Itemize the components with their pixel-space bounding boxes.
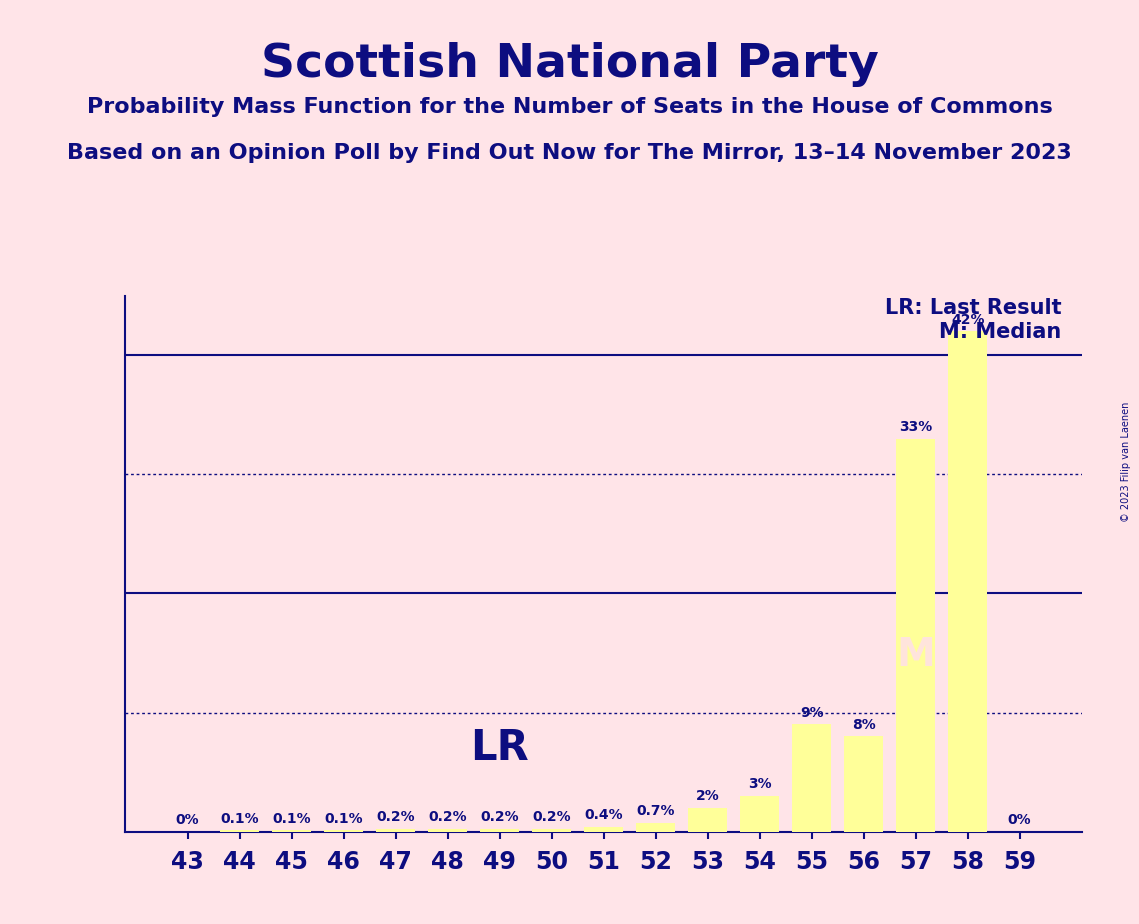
Bar: [481, 829, 519, 832]
Text: 0.1%: 0.1%: [325, 811, 363, 826]
Text: 0.2%: 0.2%: [428, 810, 467, 824]
Text: Based on an Opinion Poll by Find Out Now for The Mirror, 13–14 November 2023: Based on an Opinion Poll by Find Out Now…: [67, 143, 1072, 164]
Bar: [844, 736, 883, 832]
Text: 9%: 9%: [800, 706, 823, 720]
Text: 0%: 0%: [1008, 813, 1032, 827]
Bar: [948, 332, 988, 832]
Text: Scottish National Party: Scottish National Party: [261, 42, 878, 87]
Text: LR: LR: [470, 727, 528, 770]
Text: © 2023 Filip van Laenen: © 2023 Filip van Laenen: [1121, 402, 1131, 522]
Bar: [220, 831, 260, 832]
Bar: [792, 724, 831, 832]
Bar: [428, 829, 467, 832]
Text: 3%: 3%: [748, 777, 771, 791]
Bar: [896, 439, 935, 832]
Text: 0.2%: 0.2%: [532, 810, 571, 824]
Text: 0.2%: 0.2%: [376, 810, 415, 824]
Text: 0.7%: 0.7%: [637, 805, 675, 819]
Bar: [272, 831, 311, 832]
Bar: [584, 827, 623, 832]
Bar: [740, 796, 779, 832]
Text: 42%: 42%: [951, 312, 984, 327]
Text: 0.1%: 0.1%: [220, 811, 259, 826]
Text: M: Median: M: Median: [939, 322, 1062, 342]
Text: Probability Mass Function for the Number of Seats in the House of Commons: Probability Mass Function for the Number…: [87, 97, 1052, 117]
Bar: [532, 829, 571, 832]
Text: 33%: 33%: [899, 419, 933, 434]
Text: 0.2%: 0.2%: [481, 810, 519, 824]
Text: 0.1%: 0.1%: [272, 811, 311, 826]
Text: 8%: 8%: [852, 718, 876, 732]
Text: 0%: 0%: [175, 813, 199, 827]
Text: M: M: [896, 636, 935, 674]
Text: 2%: 2%: [696, 789, 720, 803]
Bar: [376, 829, 416, 832]
Text: 0.4%: 0.4%: [584, 808, 623, 822]
Bar: [688, 808, 727, 832]
Bar: [637, 823, 675, 832]
Text: LR: Last Result: LR: Last Result: [885, 298, 1062, 318]
Bar: [325, 831, 363, 832]
